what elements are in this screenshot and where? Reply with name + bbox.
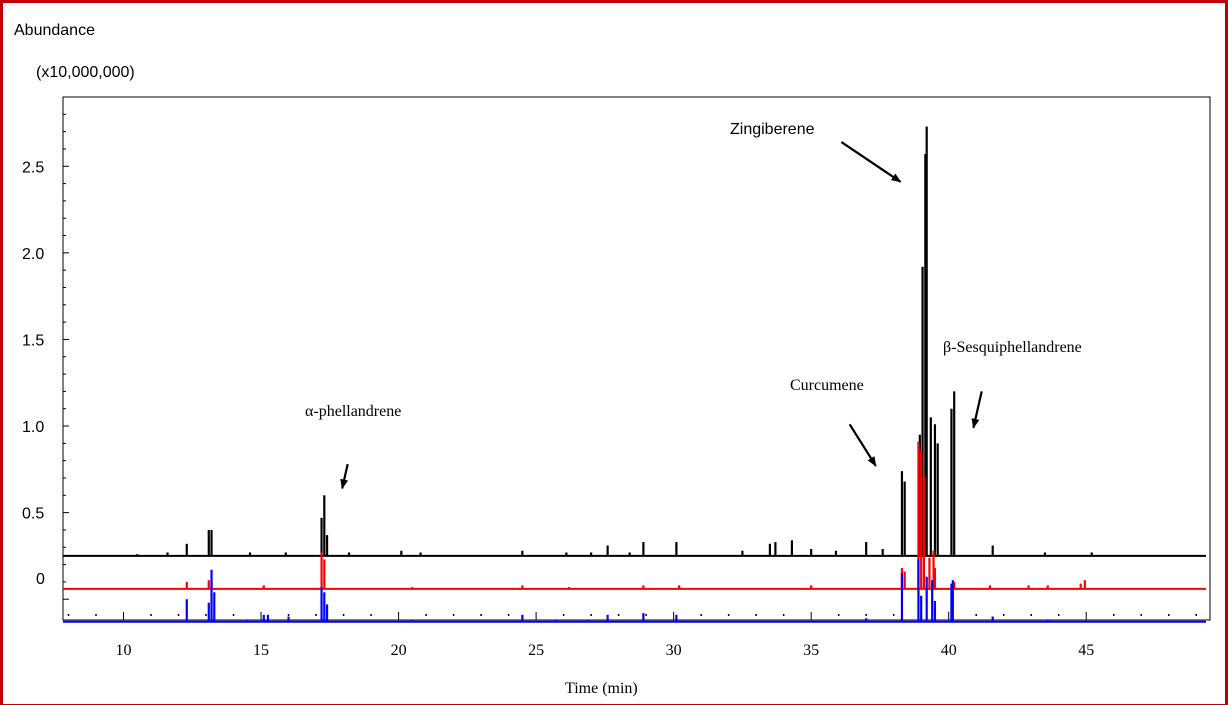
annotation-arrow bbox=[340, 463, 349, 490]
y-axis-unit: (x10,000,000) bbox=[36, 64, 135, 81]
x-tick-label: 15 bbox=[253, 642, 269, 659]
y-tick-label: 0.5 bbox=[22, 506, 44, 523]
y-tick-label: 2.0 bbox=[22, 246, 44, 263]
y-tick-label: 1.5 bbox=[22, 332, 44, 349]
x-tick-label: 30 bbox=[666, 642, 682, 659]
y-tick-label: 1.0 bbox=[22, 419, 44, 436]
annotation-arrow bbox=[971, 391, 983, 429]
x-tick-label: 35 bbox=[803, 642, 819, 659]
x-tick-label: 45 bbox=[1078, 642, 1094, 659]
x-tick-label: 20 bbox=[391, 642, 407, 659]
x-tick-label: 40 bbox=[941, 642, 957, 659]
annotation-label: Curcumene bbox=[790, 377, 864, 394]
y-tick-label-zero: 0 bbox=[36, 571, 45, 588]
annotation-arrow bbox=[840, 141, 902, 183]
annotation-label: Zingiberene bbox=[730, 121, 815, 138]
plot-area bbox=[62, 96, 1211, 621]
x-axis-label: Time (min) bbox=[565, 680, 638, 697]
y-axis-label: Abundance bbox=[14, 22, 95, 39]
x-tick-label: 10 bbox=[116, 642, 132, 659]
y-tick-label: 2.5 bbox=[22, 159, 44, 176]
annotation-label: α-phellandrene bbox=[305, 403, 401, 420]
annotation-label: β-Sesquiphellandrene bbox=[943, 339, 1082, 356]
annotation-arrow bbox=[848, 423, 877, 467]
x-tick-label: 25 bbox=[528, 642, 544, 659]
